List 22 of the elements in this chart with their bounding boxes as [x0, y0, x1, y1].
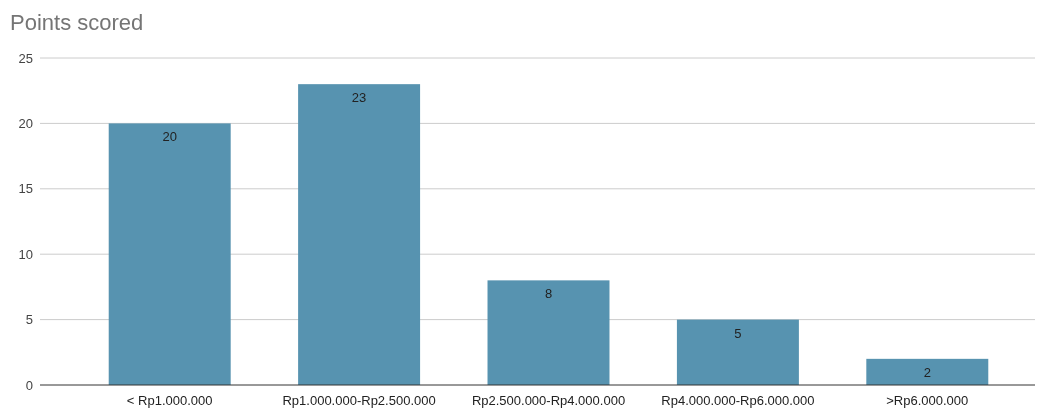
- data-label: 8: [544, 286, 553, 302]
- bar: [487, 280, 610, 385]
- x-tick-label: >Rp6.000.000: [886, 393, 969, 408]
- data-label: 2: [923, 364, 931, 380]
- y-tick-label: 25: [18, 50, 33, 66]
- x-tick-label: Rp1.000.000-Rp2.500.000: [282, 393, 436, 408]
- data-label: 23: [351, 90, 367, 106]
- data-label: 5: [734, 325, 742, 341]
- y-tick-label: 10: [18, 246, 33, 262]
- y-tick-label: 20: [18, 115, 33, 131]
- x-tick-label: < Rp1.000.000: [126, 393, 213, 408]
- x-tick-label: Rp2.500.000-Rp4.000.000: [471, 393, 626, 408]
- bar: [866, 358, 989, 385]
- chart-title: Points scored: [10, 10, 144, 35]
- y-tick-label: 15: [18, 181, 33, 197]
- bar: [108, 123, 231, 385]
- data-label: 20: [162, 129, 177, 145]
- y-tick-label: 0: [25, 377, 33, 393]
- bar: [676, 319, 799, 385]
- y-tick-label: 5: [25, 312, 33, 328]
- x-tick-label: Rp4.000.000-Rp6.000.000: [661, 393, 815, 408]
- bar: [298, 84, 421, 385]
